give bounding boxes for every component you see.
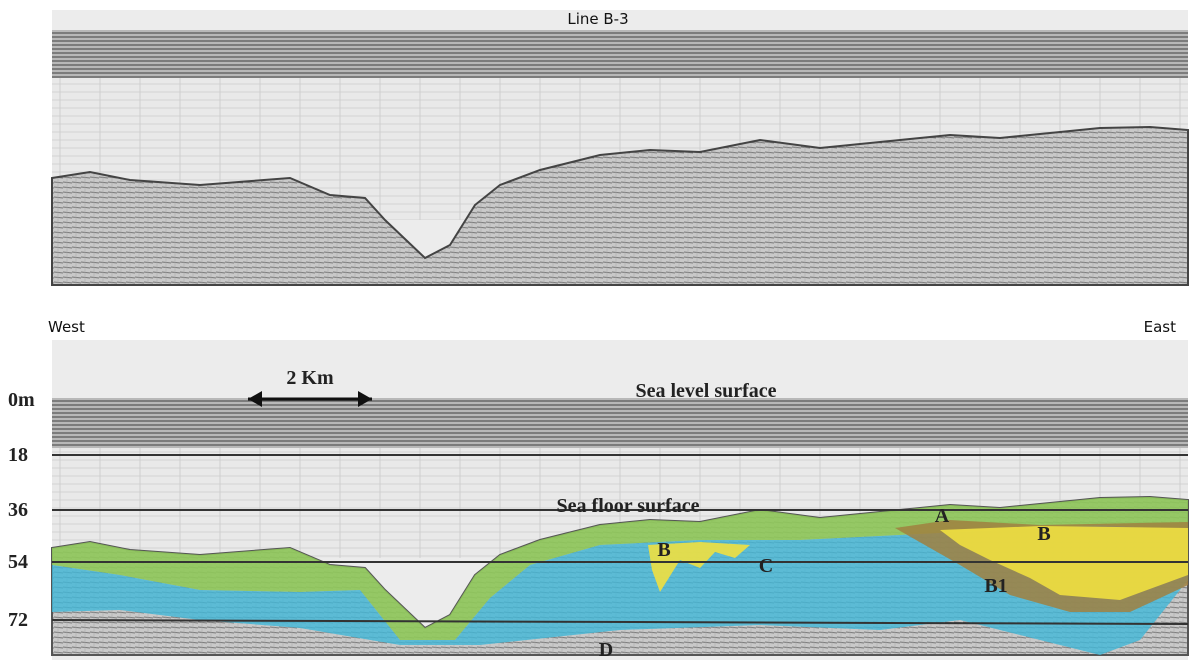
depth-label: 72 — [8, 609, 28, 631]
top-profile: Line B-3 — [52, 10, 1188, 285]
figure: Line B-3 West East 2 Km Sea level surfac… — [0, 0, 1192, 664]
unit-label: C — [759, 555, 773, 577]
depth-label: 36 — [8, 499, 28, 521]
unit-label: D — [599, 639, 613, 661]
bottom-profile: 2 Km Sea level surface Sea floor surface — [52, 340, 1188, 660]
depth-label: 54 — [8, 551, 28, 573]
scale-label: 2 Km — [286, 367, 334, 389]
profile-title: Line B-3 — [567, 10, 628, 28]
unit-label: B — [1037, 523, 1050, 545]
page: Line B-3 West East 2 Km Sea level surfac… — [0, 0, 1192, 664]
unit-label: B — [657, 539, 670, 561]
depth-label: 18 — [8, 444, 28, 466]
unit-label: A — [935, 505, 950, 527]
sea-floor-label: Sea floor surface — [557, 495, 700, 517]
depth-label: 0m — [8, 389, 35, 411]
sea-level-label: Sea level surface — [635, 380, 776, 402]
west-label: West — [48, 318, 85, 336]
unit-label: B1 — [984, 575, 1007, 597]
east-label: East — [1144, 318, 1176, 336]
